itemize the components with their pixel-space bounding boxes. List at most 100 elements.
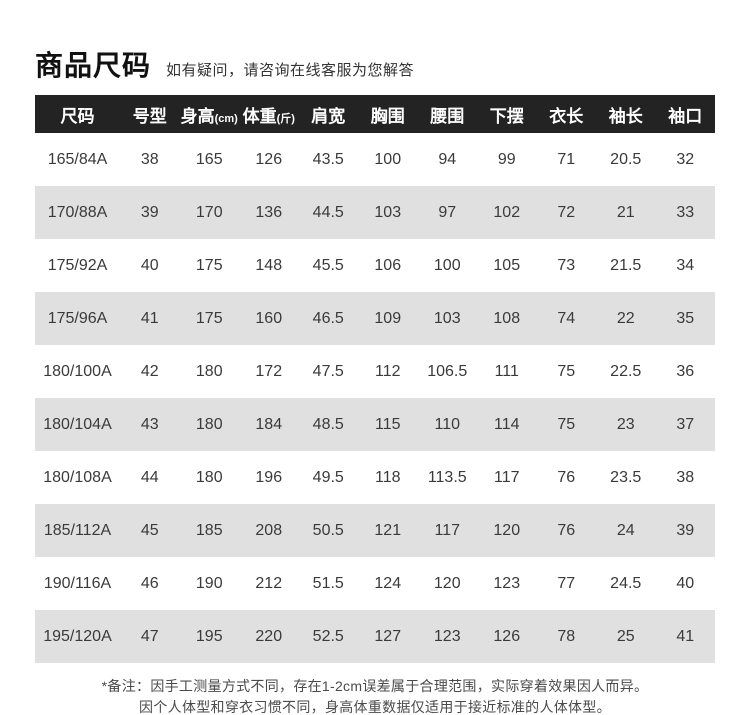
table-cell: 45 xyxy=(140,521,159,539)
table-row: 195/120A 47 195 220 52.5 127 123 126 78 25 41 xyxy=(35,610,715,663)
table-cell: 123 xyxy=(433,627,461,645)
table-cell: 136 xyxy=(255,203,283,221)
table-cell: 51.5 xyxy=(312,574,344,592)
table-cell: 24.5 xyxy=(610,574,642,592)
table-cell: 148 xyxy=(255,256,283,274)
table-cell: 180/100A xyxy=(43,362,112,380)
table-row: 185/112A 45 185 208 50.5 121 117 120 76 24 39 xyxy=(35,504,715,557)
table-cell: 106.5 xyxy=(427,362,468,380)
table-cell: 76 xyxy=(557,468,576,486)
table-cell: 180 xyxy=(195,362,223,380)
table-cell: 77 xyxy=(557,574,576,592)
table-cell: 105 xyxy=(493,256,521,274)
table-cell: 39 xyxy=(140,203,159,221)
table-cell: 49.5 xyxy=(312,468,344,486)
table-cell: 212 xyxy=(255,574,283,592)
table-row: 175/96A 41 175 160 46.5 109 103 108 74 22 35 xyxy=(35,292,715,345)
table-row: 165/84A 38 165 126 43.5 100 94 99 71 20.5 32 xyxy=(35,133,715,186)
table-cell: 120 xyxy=(433,574,461,592)
table-cell: 23.5 xyxy=(610,468,642,486)
table-cell: 175/92A xyxy=(47,256,108,274)
column-header: 号型 xyxy=(132,106,167,126)
table-cell: 75 xyxy=(557,415,576,433)
page-title: 商品尺码 xyxy=(35,50,152,81)
size-table-header-row: 尺码 号型 身高(cm) 体重(斤) 肩宽 胸围 腰围 下摆 衣长 袖长 袖口 xyxy=(35,95,715,133)
table-cell: 172 xyxy=(255,362,283,380)
table-cell: 180/104A xyxy=(43,415,112,433)
table-cell: 109 xyxy=(374,309,402,327)
table-cell: 25 xyxy=(616,627,635,645)
table-cell: 170 xyxy=(195,203,223,221)
table-cell: 175 xyxy=(195,256,223,274)
table-cell: 106 xyxy=(374,256,402,274)
table-cell: 165 xyxy=(195,150,223,168)
table-cell: 99 xyxy=(497,150,516,168)
table-cell: 108 xyxy=(493,309,521,327)
table-cell: 43 xyxy=(140,415,159,433)
table-cell: 117 xyxy=(493,468,520,486)
table-row: 170/88A 39 170 136 44.5 103 97 102 72 21 33 xyxy=(35,186,715,239)
table-cell: 112 xyxy=(374,362,401,380)
table-cell: 23 xyxy=(616,415,635,433)
table-cell: 100 xyxy=(433,256,461,274)
note-line-2: 因个人体型和穿衣习惯不同，身高体重数据仅适用于接近标准的人体体型。 xyxy=(139,699,611,715)
column-header: 下摆 xyxy=(489,106,524,126)
table-cell: 41 xyxy=(676,627,695,645)
table-cell: 126 xyxy=(493,627,521,645)
table-row: 180/108A 44 180 196 49.5 118 113.5 117 76 23.5 38 xyxy=(35,451,715,504)
table-cell: 120 xyxy=(493,521,521,539)
table-cell: 102 xyxy=(493,203,521,221)
table-cell: 52.5 xyxy=(312,627,344,645)
table-cell: 34 xyxy=(676,256,695,274)
table-cell: 36 xyxy=(676,362,695,380)
table-row: 180/104A 43 180 184 48.5 115 110 114 75 23 37 xyxy=(35,398,715,451)
table-cell: 46.5 xyxy=(312,309,344,327)
table-cell: 48.5 xyxy=(312,415,344,433)
notes: *备注：因手工测量方式不同，存在1-2cm误差属于合理范围，实际穿着效果因人而异… xyxy=(0,676,750,715)
table-cell: 43.5 xyxy=(312,150,344,168)
table-cell: 97 xyxy=(438,203,457,221)
table-cell: 121 xyxy=(374,521,402,539)
column-header: 袖长 xyxy=(608,106,643,126)
table-cell: 20.5 xyxy=(610,150,642,168)
table-row: 175/92A 40 175 148 45.5 106 100 105 73 21.5 34 xyxy=(35,239,715,292)
table-cell: 196 xyxy=(255,468,283,486)
table-cell: 40 xyxy=(676,574,695,592)
table-cell: 127 xyxy=(374,627,402,645)
table-cell: 123 xyxy=(493,574,521,592)
table-cell: 41 xyxy=(140,309,159,327)
table-cell: 103 xyxy=(374,203,402,221)
table-cell: 47 xyxy=(140,627,159,645)
table-cell: 195/120A xyxy=(43,627,112,645)
table-cell: 190/116A xyxy=(43,574,112,592)
table-cell: 74 xyxy=(557,309,576,327)
table-cell: 170/88A xyxy=(47,203,108,221)
table-cell: 113.5 xyxy=(427,468,467,486)
table-cell: 46 xyxy=(140,574,159,592)
table-cell: 50.5 xyxy=(312,521,344,539)
table-cell: 180 xyxy=(195,415,223,433)
table-cell: 110 xyxy=(434,415,460,433)
table-cell: 115 xyxy=(374,415,401,433)
table-cell: 76 xyxy=(557,521,576,539)
table-cell: 42 xyxy=(140,362,159,380)
table-cell: 44.5 xyxy=(312,203,344,221)
table-row: 180/100A 42 180 172 47.5 112 106.5 111 75 22.5 36 xyxy=(35,345,715,398)
table-cell: 100 xyxy=(374,150,402,168)
table-cell: 44 xyxy=(140,468,159,486)
table-cell: 185 xyxy=(195,521,223,539)
table-cell: 78 xyxy=(557,627,576,645)
table-cell: 73 xyxy=(557,256,576,274)
table-row: 190/116A 46 190 212 51.5 124 120 123 77 24.5 40 xyxy=(35,557,715,610)
column-header: 尺码 xyxy=(60,106,95,126)
table-cell: 184 xyxy=(255,415,283,433)
table-cell: 22.5 xyxy=(610,362,642,380)
table-cell: 94 xyxy=(438,150,457,168)
table-cell: 22 xyxy=(616,309,635,327)
table-cell: 111 xyxy=(494,362,519,380)
table-cell: 180 xyxy=(195,468,223,486)
column-header: 肩宽 xyxy=(311,106,346,126)
table-cell: 39 xyxy=(676,521,695,539)
table-cell: 165/84A xyxy=(47,150,108,168)
